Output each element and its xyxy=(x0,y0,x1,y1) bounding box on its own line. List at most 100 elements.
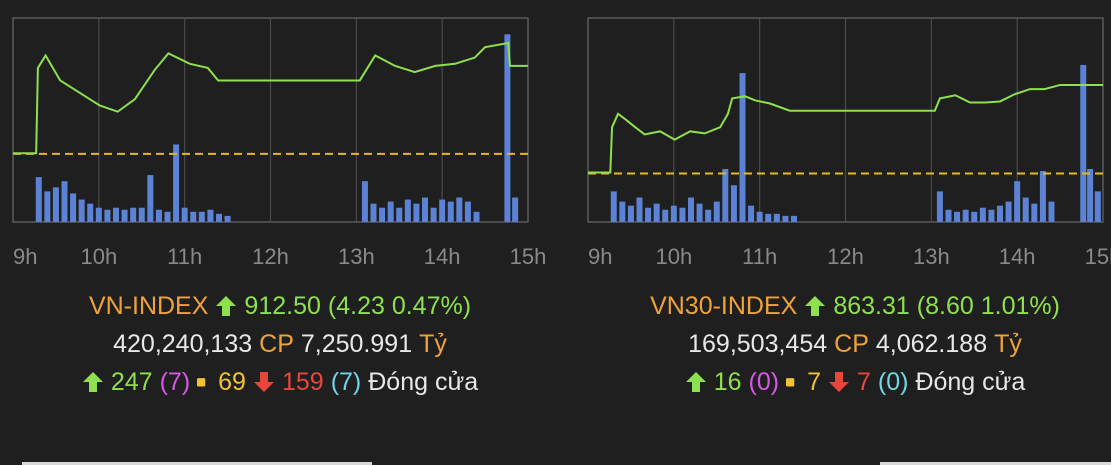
price-line xyxy=(588,83,1103,174)
price: 863.31 xyxy=(833,291,910,320)
volume-bar xyxy=(756,211,763,222)
volume-bar xyxy=(473,211,480,222)
down-arrow xyxy=(253,372,274,392)
x-tick-label: 9h xyxy=(588,244,612,269)
volume-bar xyxy=(962,209,969,222)
volume-bar xyxy=(224,215,231,222)
volume-bar xyxy=(147,175,154,222)
change: (8.60 1.01%) xyxy=(916,291,1060,320)
volume-bar xyxy=(619,201,626,222)
volume-bar xyxy=(1048,201,1055,222)
x-tick-label: 15h xyxy=(1085,244,1111,269)
volume-bar xyxy=(936,191,943,222)
volume-unit: CP xyxy=(834,329,869,358)
x-tick-label: 15h xyxy=(510,244,547,269)
volume-unit: CP xyxy=(259,329,294,358)
volume-bar xyxy=(430,207,437,222)
volume-bar xyxy=(61,181,68,222)
volume: 169,503,454 xyxy=(688,329,828,358)
price-line xyxy=(13,41,528,155)
down-arrow xyxy=(828,372,849,392)
volume-row: 169,503,454 CP 4,062.188 Tỷ xyxy=(575,325,1111,363)
index-name: VN30-INDEX xyxy=(650,291,798,320)
summary: VN30-INDEX 863.31 (8.60 1.01%) 169,503,4… xyxy=(575,287,1111,401)
volume-bar xyxy=(95,207,102,222)
volume-bar xyxy=(1022,197,1029,222)
volume-bar xyxy=(190,211,197,222)
volume-bar xyxy=(155,209,162,222)
x-tick-label: 11h xyxy=(167,244,202,269)
volume-bar xyxy=(70,193,77,222)
volume-bar xyxy=(1005,201,1012,222)
volume-bar xyxy=(44,191,51,222)
unchanged: 7 xyxy=(807,367,821,396)
volume-bar xyxy=(379,207,386,222)
declines: 7 xyxy=(856,367,871,396)
divider xyxy=(880,462,1111,465)
volume-bar xyxy=(730,185,737,222)
volume-bar xyxy=(713,201,720,222)
breadth-row: 247 (7) 69 159 (7) Đóng cửa xyxy=(0,363,560,401)
volume-bar xyxy=(688,197,694,222)
change: (4.23 0.47%) xyxy=(327,291,472,320)
volume-bar xyxy=(954,211,961,222)
volume-bar xyxy=(782,215,789,222)
value-unit: Tỷ xyxy=(419,329,447,358)
volume-bar xyxy=(679,207,686,222)
volume-bar xyxy=(791,215,797,222)
summary: VN-INDEX 912.50 (4.23 0.47%) 420,240,133… xyxy=(0,287,560,401)
x-tick-label: 13h xyxy=(913,244,950,269)
volume-bar xyxy=(361,181,368,222)
value: 7,250.991 xyxy=(300,329,413,358)
x-tick-label: 10h xyxy=(655,244,692,269)
volume-bar xyxy=(1014,181,1021,222)
volume-bar xyxy=(1039,171,1046,222)
up-arrow xyxy=(82,372,103,392)
volume-bar xyxy=(87,203,94,222)
status: Đóng cửa xyxy=(368,367,479,396)
breadth-row: 16 (0) 7 7 (0) Đóng cửa xyxy=(575,363,1111,401)
value: 4,062.188 xyxy=(875,329,988,358)
volume-bar xyxy=(35,177,42,222)
volume-bar xyxy=(396,207,403,222)
volume-bar xyxy=(610,191,617,222)
volume-bar xyxy=(198,211,205,222)
square xyxy=(786,378,795,387)
up-arrow xyxy=(685,372,706,392)
volume-bar xyxy=(627,205,634,222)
volume-bar xyxy=(773,213,780,222)
volume-bar xyxy=(138,207,145,222)
volume-bar xyxy=(439,199,446,222)
volume-bar xyxy=(52,187,59,222)
volume-bar xyxy=(670,205,677,222)
divider xyxy=(22,462,372,465)
floor: (0) xyxy=(877,367,909,396)
volume-bar xyxy=(1094,191,1101,222)
volume-bar xyxy=(422,197,428,222)
volume-bar xyxy=(404,199,411,222)
volume-bar xyxy=(1031,203,1038,222)
volume-bar xyxy=(181,207,188,222)
x-tick-label: 14h xyxy=(999,244,1036,269)
floor: (7) xyxy=(330,367,362,396)
volume-bar xyxy=(722,168,729,222)
volume: 420,240,133 xyxy=(113,329,253,358)
x-tick-label: 13h xyxy=(338,244,375,269)
volume-bar xyxy=(748,205,755,222)
volume-bar xyxy=(971,211,978,222)
volume-bar xyxy=(370,203,377,222)
volume-bar xyxy=(173,144,180,222)
volume-bar xyxy=(653,203,660,222)
unchanged: 69 xyxy=(218,367,246,396)
volume-bar xyxy=(945,209,952,222)
x-tick-label: 14h xyxy=(424,244,461,269)
price: 912.50 xyxy=(244,291,321,320)
square xyxy=(197,378,206,387)
ceiling: (0) xyxy=(748,367,780,396)
volume-bar xyxy=(78,199,85,222)
volume-bar xyxy=(464,201,471,222)
volume-bar xyxy=(216,213,222,222)
volume-bar xyxy=(739,73,746,222)
volume-bar xyxy=(662,209,669,222)
